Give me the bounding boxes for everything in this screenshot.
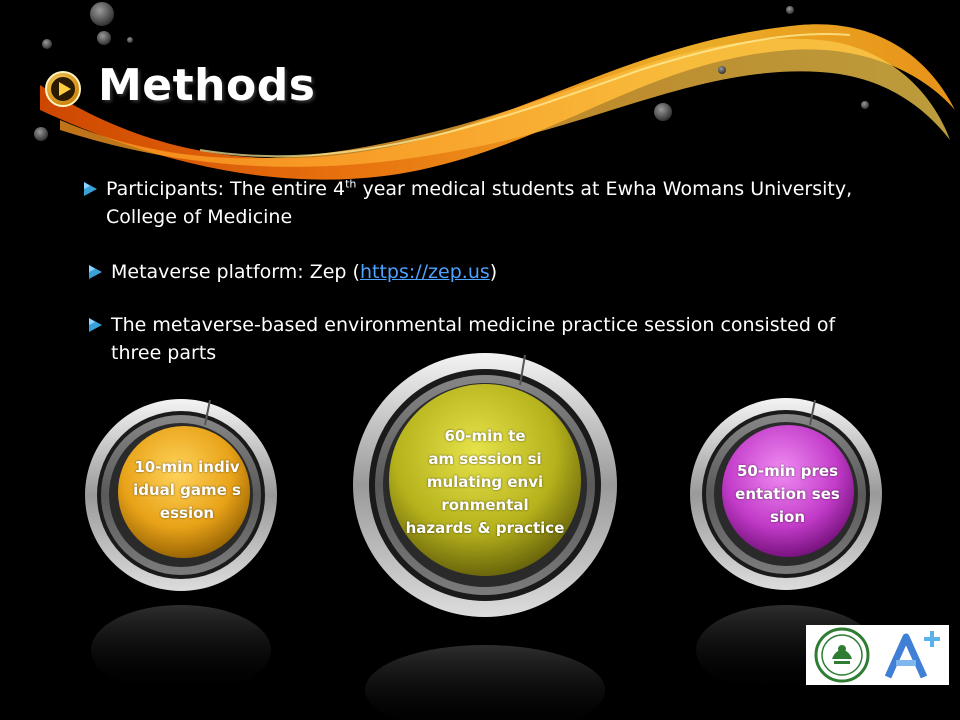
part-line: hazards & practice bbox=[405, 519, 565, 537]
part-line: ronmental bbox=[441, 496, 529, 514]
bullet-platform: Metaverse platform: Zep (https://zep.us) bbox=[89, 258, 811, 286]
part-text-team-session: 60-min te am session si mulating envi ro… bbox=[395, 425, 575, 540]
part-line: sion bbox=[769, 508, 806, 526]
bullet-text: year medical students at Ewha Womans Uni… bbox=[356, 178, 853, 200]
triangle-arrow-icon bbox=[84, 182, 97, 196]
part-circle-right bbox=[690, 398, 882, 695]
part-line: idual game s bbox=[133, 481, 241, 499]
bullet-text-line2: College of Medicine bbox=[106, 206, 293, 228]
logo-panel bbox=[806, 625, 949, 685]
a-plus-logo-icon bbox=[884, 631, 940, 679]
zep-link[interactable]: https://zep.us bbox=[359, 261, 490, 283]
bullet-participants: Participants: The entire 4th year medica… bbox=[84, 175, 906, 231]
bullet-session: The metaverse-based environmental medici… bbox=[89, 311, 911, 367]
play-circle-icon bbox=[45, 71, 81, 107]
part-line: ession bbox=[159, 504, 215, 522]
part-circle-center bbox=[353, 353, 617, 720]
part-line: 60-min te bbox=[444, 427, 526, 445]
part-line: mulating envi bbox=[426, 473, 544, 491]
triangle-arrow-icon bbox=[89, 318, 102, 332]
part-line: entation ses bbox=[735, 485, 840, 503]
part-text-presentation: 50-min pres entation ses sion bbox=[715, 460, 860, 529]
part-line: 50-min pres bbox=[736, 462, 838, 480]
bullet-text-line2: three parts bbox=[111, 342, 217, 364]
superscript: th bbox=[345, 177, 357, 191]
part-circle-left bbox=[85, 399, 277, 695]
slide-title: Methods bbox=[98, 60, 316, 111]
bullet-text: Metaverse platform: Zep ( bbox=[111, 261, 360, 283]
bullet-text: ) bbox=[489, 261, 498, 283]
part-line: 10-min indiv bbox=[134, 458, 240, 476]
part-line: am session si bbox=[428, 450, 542, 468]
bullet-text: Participants: The entire 4 bbox=[106, 178, 346, 200]
bullet-text: The metaverse-based environmental medici… bbox=[111, 314, 836, 336]
university-seal-icon bbox=[814, 627, 870, 683]
triangle-arrow-icon bbox=[89, 265, 102, 279]
part-text-individual-game: 10-min indiv idual game s ession bbox=[112, 456, 262, 525]
